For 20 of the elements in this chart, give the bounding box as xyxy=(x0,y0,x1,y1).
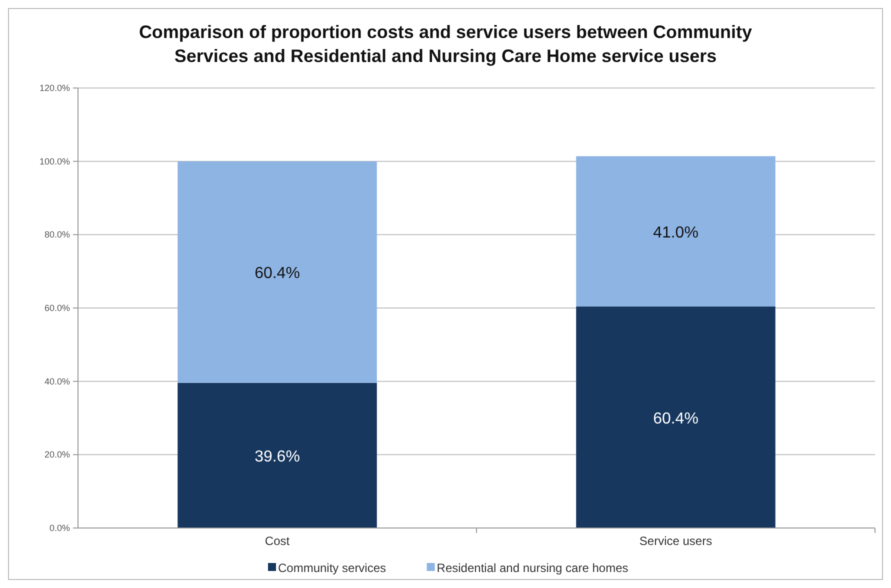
y-tick-label: 100.0% xyxy=(39,156,70,166)
chart-title: Comparison of proportion costs and service users between Community Services and Residential and Nursing Care Home service users xyxy=(138,22,752,66)
y-tick-label: 40.0% xyxy=(44,376,70,386)
data-label: 39.6% xyxy=(254,448,300,466)
bar xyxy=(576,156,776,307)
bar xyxy=(178,382,377,528)
y-tick-label: 120.0% xyxy=(39,83,70,93)
legend-label: Community services xyxy=(278,561,386,575)
y-tick-label: 80.0% xyxy=(44,230,70,240)
legend-label: Residential and nursing care homes xyxy=(436,561,628,575)
data-label: 41.0% xyxy=(653,224,698,242)
y-tick-label: 0.0% xyxy=(49,523,70,533)
x-tick-label: Cost xyxy=(264,534,290,548)
bar xyxy=(178,161,377,383)
data-label: 60.4% xyxy=(254,265,300,282)
y-tick-label: 20.0% xyxy=(44,450,70,460)
data-label: 60.4% xyxy=(653,410,698,428)
bar xyxy=(576,306,776,528)
y-tick-label: 60.0% xyxy=(44,303,70,313)
x-tick-label: Service users xyxy=(639,534,712,548)
